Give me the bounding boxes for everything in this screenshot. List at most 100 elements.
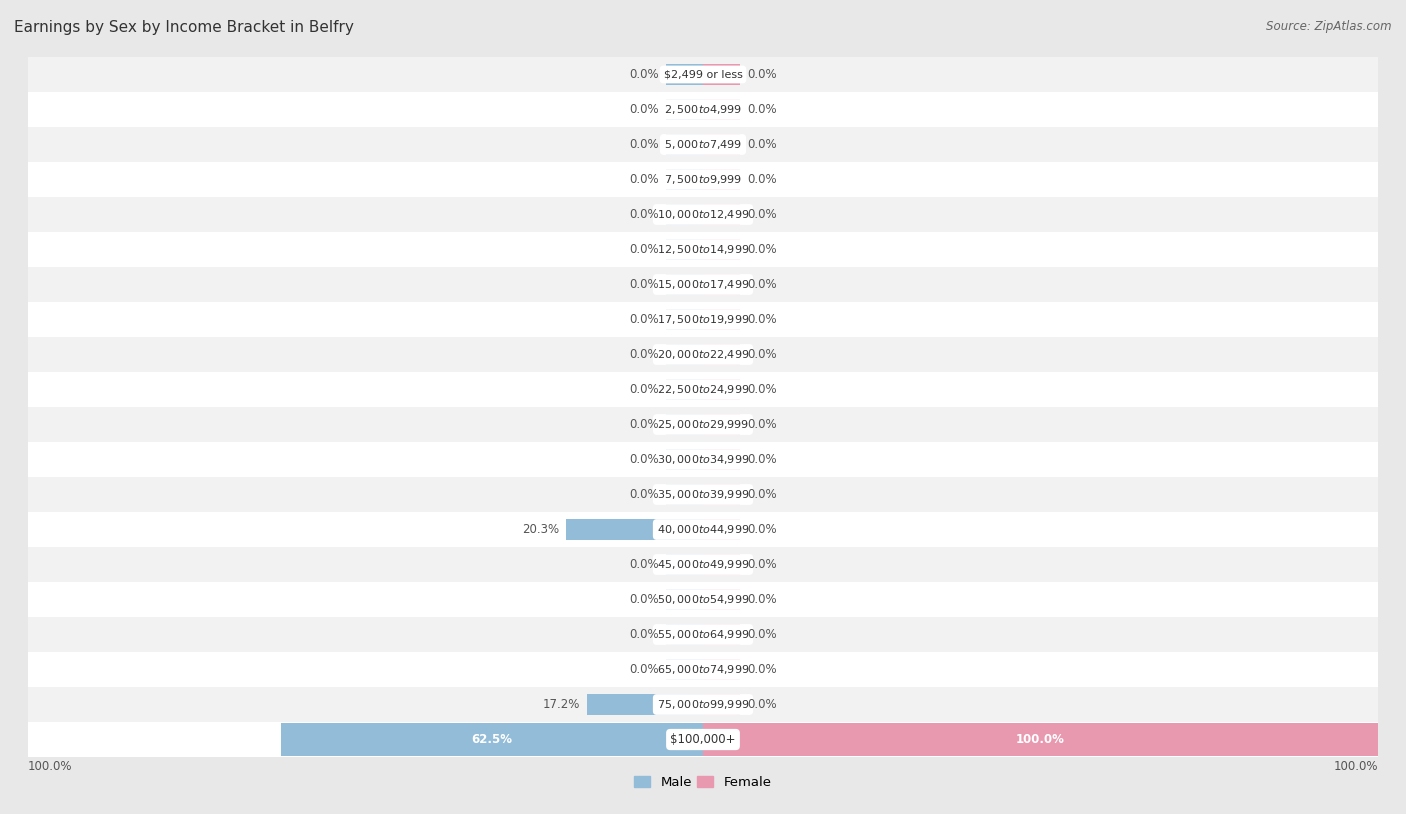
- Text: $2,499 or less: $2,499 or less: [664, 69, 742, 80]
- Bar: [703, 449, 740, 470]
- Text: 0.0%: 0.0%: [747, 383, 776, 396]
- Text: 0.0%: 0.0%: [630, 313, 659, 326]
- Text: 0.0%: 0.0%: [747, 278, 776, 291]
- Text: $35,000 to $39,999: $35,000 to $39,999: [657, 488, 749, 501]
- Bar: [703, 589, 740, 610]
- Text: 0.0%: 0.0%: [630, 348, 659, 361]
- Bar: [28, 57, 1378, 92]
- Bar: [666, 204, 703, 225]
- Text: $5,000 to $7,499: $5,000 to $7,499: [664, 138, 742, 151]
- Bar: [586, 694, 703, 715]
- Text: $50,000 to $54,999: $50,000 to $54,999: [657, 593, 749, 606]
- Text: $2,500 to $4,999: $2,500 to $4,999: [664, 103, 742, 116]
- Text: 0.0%: 0.0%: [747, 348, 776, 361]
- Bar: [666, 589, 703, 610]
- Text: 0.0%: 0.0%: [747, 208, 776, 221]
- Bar: [28, 372, 1378, 407]
- Bar: [666, 554, 703, 575]
- Bar: [28, 232, 1378, 267]
- Text: $30,000 to $34,999: $30,000 to $34,999: [657, 453, 749, 466]
- Text: $7,500 to $9,999: $7,500 to $9,999: [664, 173, 742, 186]
- Text: 0.0%: 0.0%: [747, 628, 776, 641]
- Bar: [703, 239, 740, 260]
- Legend: Male, Female: Male, Female: [634, 776, 772, 789]
- Text: 100.0%: 100.0%: [28, 759, 73, 772]
- Bar: [666, 64, 703, 85]
- Text: 0.0%: 0.0%: [630, 278, 659, 291]
- Text: $15,000 to $17,499: $15,000 to $17,499: [657, 278, 749, 291]
- Bar: [703, 414, 740, 435]
- Text: 0.0%: 0.0%: [747, 313, 776, 326]
- Bar: [703, 64, 740, 85]
- Text: $45,000 to $49,999: $45,000 to $49,999: [657, 558, 749, 571]
- Bar: [703, 344, 740, 365]
- Bar: [703, 694, 740, 715]
- Text: 0.0%: 0.0%: [747, 523, 776, 536]
- Text: $75,000 to $99,999: $75,000 to $99,999: [657, 698, 749, 711]
- Text: 0.0%: 0.0%: [747, 103, 776, 116]
- Bar: [666, 659, 703, 680]
- Text: 0.0%: 0.0%: [630, 103, 659, 116]
- Bar: [703, 309, 740, 330]
- Bar: [28, 617, 1378, 652]
- Text: 0.0%: 0.0%: [630, 138, 659, 151]
- Text: 0.0%: 0.0%: [630, 68, 659, 81]
- Text: $100,000+: $100,000+: [671, 733, 735, 746]
- Bar: [703, 554, 740, 575]
- Bar: [703, 134, 740, 155]
- Text: 0.0%: 0.0%: [747, 243, 776, 256]
- Bar: [703, 99, 740, 120]
- Text: 20.3%: 20.3%: [522, 523, 560, 536]
- Bar: [666, 414, 703, 435]
- Text: 62.5%: 62.5%: [471, 733, 513, 746]
- Text: 100.0%: 100.0%: [1333, 759, 1378, 772]
- Text: 0.0%: 0.0%: [747, 138, 776, 151]
- Text: $25,000 to $29,999: $25,000 to $29,999: [657, 418, 749, 431]
- Text: $20,000 to $22,499: $20,000 to $22,499: [657, 348, 749, 361]
- Bar: [666, 169, 703, 190]
- Text: 0.0%: 0.0%: [747, 68, 776, 81]
- Text: 0.0%: 0.0%: [630, 558, 659, 571]
- Bar: [703, 624, 740, 645]
- Bar: [28, 92, 1378, 127]
- Text: $40,000 to $44,999: $40,000 to $44,999: [657, 523, 749, 536]
- Bar: [567, 519, 703, 540]
- Text: $10,000 to $12,499: $10,000 to $12,499: [657, 208, 749, 221]
- Text: $55,000 to $64,999: $55,000 to $64,999: [657, 628, 749, 641]
- Bar: [28, 337, 1378, 372]
- Bar: [28, 512, 1378, 547]
- Bar: [666, 484, 703, 505]
- Bar: [28, 162, 1378, 197]
- Bar: [666, 99, 703, 120]
- Bar: [28, 582, 1378, 617]
- Bar: [703, 379, 740, 400]
- Text: $17,500 to $19,999: $17,500 to $19,999: [657, 313, 749, 326]
- Text: 0.0%: 0.0%: [630, 208, 659, 221]
- Text: 100.0%: 100.0%: [1017, 733, 1064, 746]
- Text: $12,500 to $14,999: $12,500 to $14,999: [657, 243, 749, 256]
- Bar: [666, 239, 703, 260]
- Bar: [28, 652, 1378, 687]
- Bar: [666, 344, 703, 365]
- Text: 0.0%: 0.0%: [747, 593, 776, 606]
- Text: 17.2%: 17.2%: [543, 698, 581, 711]
- Bar: [666, 134, 703, 155]
- Text: 0.0%: 0.0%: [630, 173, 659, 186]
- Text: 0.0%: 0.0%: [747, 663, 776, 676]
- Text: 0.0%: 0.0%: [747, 488, 776, 501]
- Bar: [703, 204, 740, 225]
- Bar: [28, 267, 1378, 302]
- Bar: [28, 407, 1378, 442]
- Bar: [703, 274, 740, 295]
- Text: Earnings by Sex by Income Bracket in Belfry: Earnings by Sex by Income Bracket in Bel…: [14, 20, 354, 35]
- Bar: [703, 659, 740, 680]
- Text: 0.0%: 0.0%: [747, 418, 776, 431]
- Text: 0.0%: 0.0%: [747, 173, 776, 186]
- Bar: [703, 519, 740, 540]
- Bar: [28, 127, 1378, 162]
- Text: 0.0%: 0.0%: [630, 243, 659, 256]
- Text: 0.0%: 0.0%: [630, 383, 659, 396]
- Bar: [666, 624, 703, 645]
- Bar: [28, 547, 1378, 582]
- Text: Source: ZipAtlas.com: Source: ZipAtlas.com: [1267, 20, 1392, 33]
